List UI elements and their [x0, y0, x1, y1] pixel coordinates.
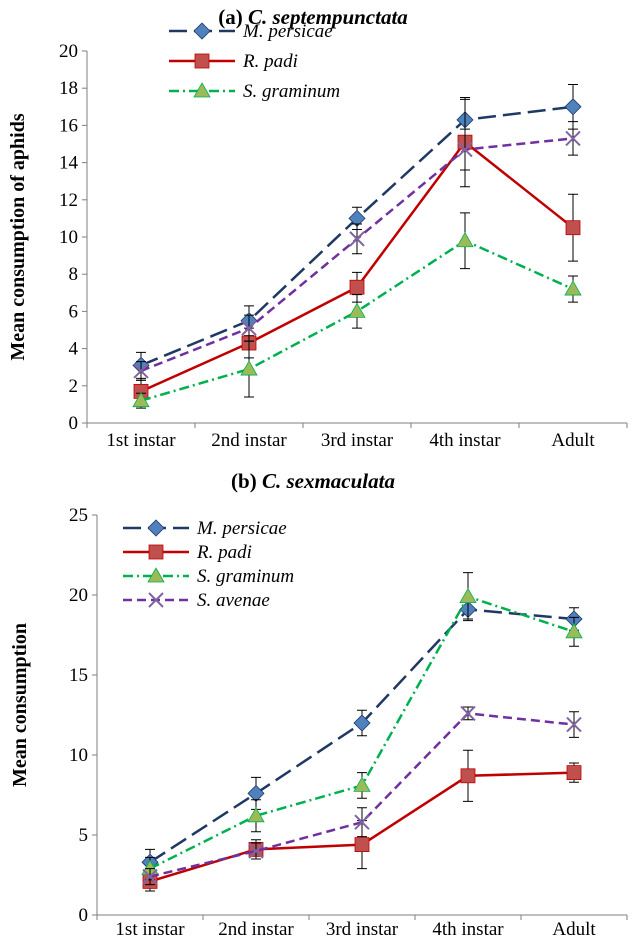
panel-a: (a) C. septempunctata Mean consumption of…: [7, 5, 628, 451]
panel-a-x-tick-label: 4th instar: [429, 430, 501, 451]
panel-b-legend-m-persicae-label: M. persicae: [196, 518, 287, 539]
panel-b-series-r-padi-point: [460, 768, 476, 784]
panel-a-y-tick-label: 6: [69, 301, 79, 322]
panel-b-x-tick-label: 2nd instar: [218, 919, 294, 940]
panel-b-series-s-graminum-point: [353, 776, 371, 792]
panel-a-y-tick-label: 14: [59, 153, 79, 174]
panel-b-series-s-graminum-point: [459, 587, 477, 603]
panel-a-series-s-avenae-point: [457, 141, 473, 158]
panel-b-legend: M. persicae R. padi S. graminum S. avenae: [123, 518, 294, 611]
panel-b-legend-s-graminum-marker: [147, 567, 165, 583]
panel-a-title: (a) C. septempunctata: [218, 5, 408, 29]
panel-a-y-tick-label: 2: [69, 376, 79, 397]
panel-b-legend-s-avenae-marker: [148, 592, 164, 608]
panel-a-legend-m-persicae-label: M. persicae: [242, 21, 333, 42]
panel-a-series-s-graminum-point: [348, 302, 366, 318]
panel-a-x-tick-label: Adult: [551, 430, 595, 451]
panel-a-legend-r-padi-marker: [194, 53, 210, 69]
panel-b-x-tick-label: 1st instar: [115, 919, 185, 940]
panel-a-y-tick-label: 20: [59, 41, 78, 62]
panel-b-series-m-persicae-point: [353, 714, 371, 732]
panel-b-series-s-avenae: [142, 705, 582, 886]
panel-b-legend-s-graminum-label: S. graminum: [197, 566, 294, 587]
panel-a-y-tick-label: 18: [59, 78, 78, 99]
panel-b-y-tick-label: 0: [79, 905, 89, 926]
panel-b-series-s-avenae-point: [354, 814, 370, 830]
panel-a-legend-s-graminum-label: S. graminum: [243, 81, 340, 102]
panel-a-y-tick-label: 16: [59, 115, 78, 136]
panel-a-y-tick-label: 4: [69, 339, 79, 360]
panel-b-y-tick-label: 5: [79, 825, 89, 846]
panel-a-series-s-avenae-line: [140, 137, 574, 373]
panel-a-series-s-avenae-point: [133, 363, 149, 379]
panel-b-y-axis-label: Mean consumption: [9, 623, 31, 787]
panel-b-series-s-avenae-point: [142, 868, 158, 885]
panel-b-legend-m-persicae-marker: [147, 519, 165, 537]
panel-b-legend-r-padi-label: R. padi: [196, 542, 252, 563]
panel-a-series-s-avenae-point: [565, 130, 581, 147]
panel-a-legend: M. persicae R. padi S. graminum: [169, 21, 340, 102]
panel-a-title-species: C. septempunctata: [248, 5, 408, 29]
panel-b-series-s-graminum-point: [247, 806, 265, 823]
panel-b-x-tick-label: 4th instar: [432, 919, 504, 940]
panel-a-series-s-avenae-point: [349, 231, 365, 247]
panel-a-x-tick-label: 2nd instar: [211, 430, 287, 451]
panel-b-legend-r-padi-marker: [148, 544, 164, 560]
panel-a-series-s-graminum-point: [456, 231, 474, 248]
panel-b-y-tick-label: 15: [69, 665, 88, 686]
panel-a-title-prefix: (a): [218, 5, 248, 29]
panel-a-series-s-graminum-point: [240, 360, 258, 376]
panel-b-legend-s-avenae-label: S. avenae: [197, 590, 270, 611]
panel-b-series-s-avenae-point: [566, 716, 582, 733]
panel-b-x-tick-label: Adult: [552, 919, 596, 940]
panel-b-title: (b) C. sexmaculata: [231, 469, 395, 493]
panel-b-series-r-padi-point: [354, 837, 370, 852]
panel-a-legend-m-persicae-marker: [193, 22, 211, 40]
panel-a-series-r-padi-point: [349, 279, 365, 295]
panel-b-y-tick-label: 10: [69, 745, 88, 766]
panel-a-x-tick-label: 3rd instar: [321, 430, 394, 451]
panel-a-series-s-avenae: [133, 121, 581, 381]
panel-a-series-s-graminum-point: [132, 391, 150, 408]
panel-a-series-s-graminum: [132, 212, 582, 409]
panel-a-y-tick-label: 0: [69, 413, 79, 434]
panel-b: (b) C. sexmaculata Mean consumption 0 5 10 15…: [9, 469, 628, 940]
panel-b-series-s-graminum-point: [565, 622, 583, 639]
panel-b-series-m-persicae-point: [247, 784, 265, 802]
panel-b-series-s-graminum: [141, 572, 583, 881]
panel-a-series-s-avenae-point: [241, 320, 257, 336]
panel-a-legend-r-padi-label: R. padi: [242, 51, 298, 72]
panel-b-title-prefix: (b): [231, 469, 262, 493]
panel-a-series-s-graminum-point: [564, 280, 582, 296]
panel-a-y-tick-label: 10: [59, 227, 78, 248]
panel-a-y-tick-label: 12: [59, 190, 78, 211]
panel-b-series-r-padi-point: [566, 765, 582, 780]
panel-a-series-r-padi-line: [140, 140, 574, 393]
panel-a-legend-s-graminum-marker: [193, 82, 211, 98]
panel-a-x-tick-label: 1st instar: [106, 430, 176, 451]
panel-a-y-tick-label: 8: [69, 264, 79, 285]
panel-b-series-s-avenae-point: [460, 705, 476, 722]
panel-b-series-s-avenae-point: [248, 843, 264, 859]
panel-b-y-tick-label: 20: [69, 585, 88, 606]
panel-b-y-tick-label: 25: [69, 505, 88, 526]
panel-a-series-m-persicae-point: [564, 98, 582, 116]
panel-b-title-species: C. sexmaculata: [262, 469, 395, 493]
panel-b-x-tick-label: 3rd instar: [326, 919, 399, 940]
panel-a-series-r-padi-point: [565, 220, 581, 236]
panel-a-y-axis-label: Mean consumption of aphids: [7, 113, 29, 360]
